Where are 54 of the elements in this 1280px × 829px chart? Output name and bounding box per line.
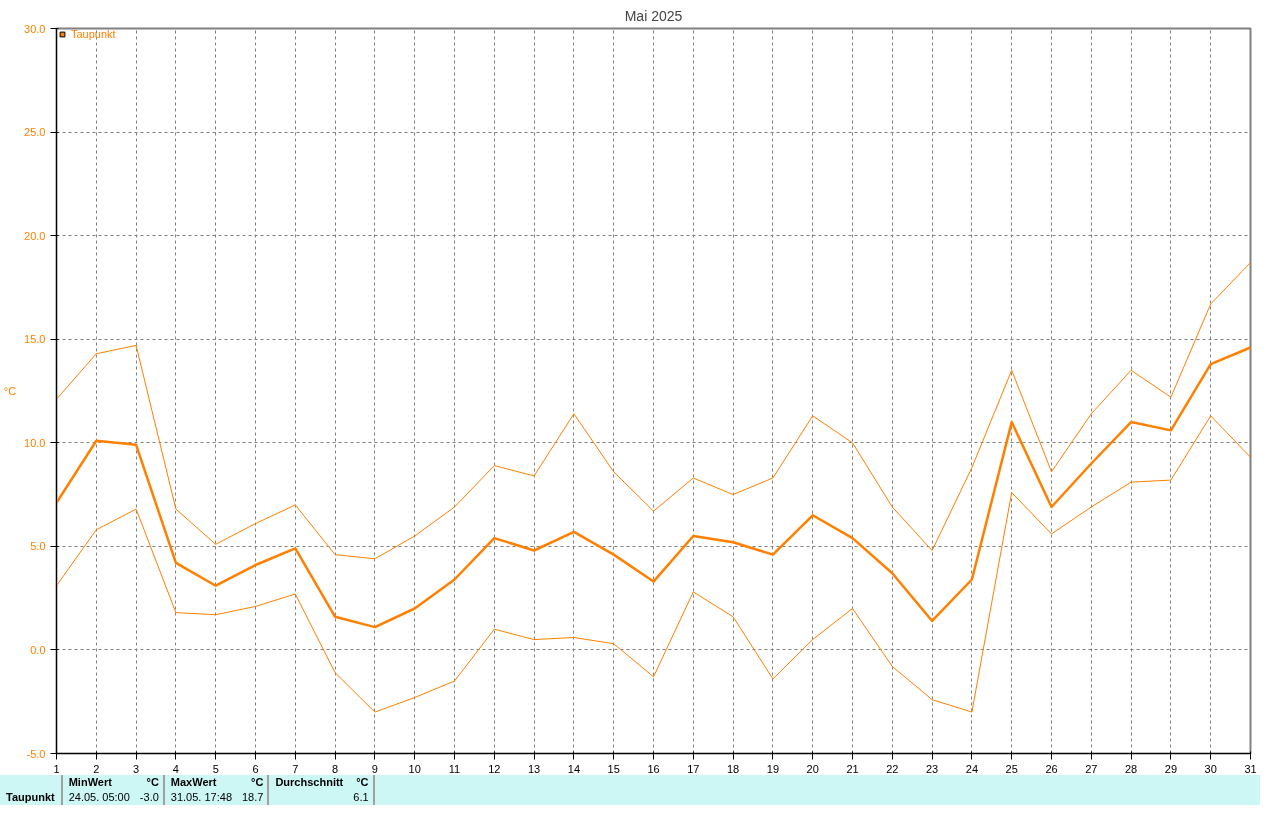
text: °C xyxy=(356,776,369,788)
x-tick-label: 20 xyxy=(806,762,819,775)
y-tick-label: 10.0 xyxy=(24,436,46,449)
text: 31.05. 17:48 xyxy=(163,790,238,805)
x-tick-label: 25 xyxy=(1005,762,1018,775)
x-tick-label: 4 xyxy=(172,762,179,775)
x-tick-label: 2 xyxy=(93,762,100,775)
text: MinWert xyxy=(68,776,112,788)
text: °C xyxy=(251,776,264,788)
x-tick-label: 10 xyxy=(408,762,421,775)
x-tick-label: 5 xyxy=(212,762,219,775)
x-tick-label: 11 xyxy=(448,762,461,775)
x-tick-label: 15 xyxy=(607,762,620,775)
x-tick-label: 13 xyxy=(527,762,541,775)
text: Durchschnitt xyxy=(275,776,344,788)
legend-label: Taupunkt xyxy=(71,28,116,40)
x-tick-label: 6 xyxy=(252,762,259,775)
x-tick-label: 30 xyxy=(1204,762,1217,775)
x-tick-label: 3 xyxy=(133,762,140,775)
x-tick-label: 12 xyxy=(488,762,501,775)
y-tick-label: 20.0 xyxy=(24,229,46,242)
x-tick-label: 1 xyxy=(53,762,60,775)
y-tick-label: -5.0 xyxy=(26,747,46,760)
x-tick-label: 8 xyxy=(332,762,339,775)
x-tick-label: 17 xyxy=(687,762,700,775)
y-tick-label: 15.0 xyxy=(24,333,46,346)
x-tick-label: 9 xyxy=(371,762,378,775)
x-tick-label: 24 xyxy=(965,762,979,775)
y-tick-label: 30.0 xyxy=(24,22,46,35)
x-tick-label: 23 xyxy=(925,762,939,775)
x-tick-label: 26 xyxy=(1045,762,1058,775)
text: Taupunkt xyxy=(5,790,56,805)
y-axis-title: °C xyxy=(3,385,17,397)
text: -3.0 xyxy=(138,790,160,805)
x-tick-label: 7 xyxy=(292,762,299,775)
text: °C xyxy=(146,776,159,788)
text: 24.05. 05:00 xyxy=(61,790,136,805)
y-tick-label: 25.0 xyxy=(24,126,46,139)
x-tick-label: 16 xyxy=(647,762,660,775)
y-tick-label: 0.0 xyxy=(30,643,46,656)
text: MaxWert xyxy=(170,776,217,788)
x-tick-label: 22 xyxy=(886,762,899,775)
y-tick-label: 5.0 xyxy=(30,540,46,553)
chart-title: Mai 2025 xyxy=(624,7,683,24)
x-tick-label: 27 xyxy=(1085,762,1098,775)
x-tick-label: 19 xyxy=(766,762,780,775)
x-tick-label: 28 xyxy=(1124,762,1138,775)
x-tick-label: 18 xyxy=(726,762,740,775)
text: 18.7 xyxy=(241,790,265,805)
text: 6.1 xyxy=(352,790,370,805)
x-tick-label: 31 xyxy=(1244,762,1257,775)
x-tick-label: 21 xyxy=(846,762,859,775)
x-tick-label: 14 xyxy=(567,762,581,775)
x-tick-label: 29 xyxy=(1164,762,1178,775)
